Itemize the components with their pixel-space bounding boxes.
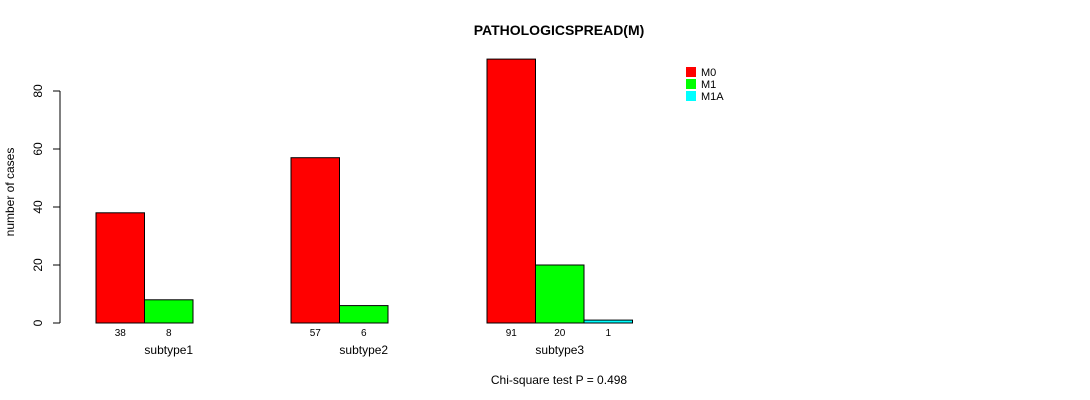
bar-value-label: 8	[166, 328, 172, 339]
y-tick-label: 60	[31, 142, 45, 156]
bar-M1-subtype3	[535, 264, 585, 324]
bar-value-label: 1	[605, 328, 611, 339]
legend-label: M1A	[701, 91, 724, 103]
bar-value-label: 6	[361, 328, 367, 339]
bar-M1-subtype1	[144, 299, 194, 324]
bar-M1-subtype2	[339, 305, 389, 324]
y-axis-label: number of cases	[3, 148, 17, 237]
bar-value-label: 91	[506, 328, 518, 339]
legend-label: M1	[701, 79, 716, 91]
y-tick-label: 0	[31, 319, 45, 326]
bar-M0-subtype3	[486, 58, 536, 324]
legend-swatch-M0	[686, 67, 696, 77]
bar-M0-subtype2	[290, 157, 340, 324]
bar-M0-subtype1	[95, 212, 145, 324]
bar-M1A-subtype3	[583, 319, 633, 324]
legend-swatch-M1A	[686, 91, 696, 101]
y-tick-label: 80	[31, 84, 45, 98]
bar-value-label: 38	[115, 328, 127, 339]
y-tick-label: 20	[31, 258, 45, 272]
x-category-label: subtype1	[144, 343, 193, 357]
bar-value-label: 57	[310, 328, 322, 339]
chart-title: PATHOLOGICSPREAD(M)	[474, 22, 645, 38]
bar-value-label: 20	[554, 328, 566, 339]
legend-swatch-M1	[686, 79, 696, 89]
x-category-label: subtype2	[339, 343, 388, 357]
x-category-label: subtype3	[535, 343, 584, 357]
chi-square-annotation: Chi-square test P = 0.498	[491, 373, 628, 387]
y-tick-label: 40	[31, 200, 45, 214]
legend-label: M0	[701, 67, 716, 79]
